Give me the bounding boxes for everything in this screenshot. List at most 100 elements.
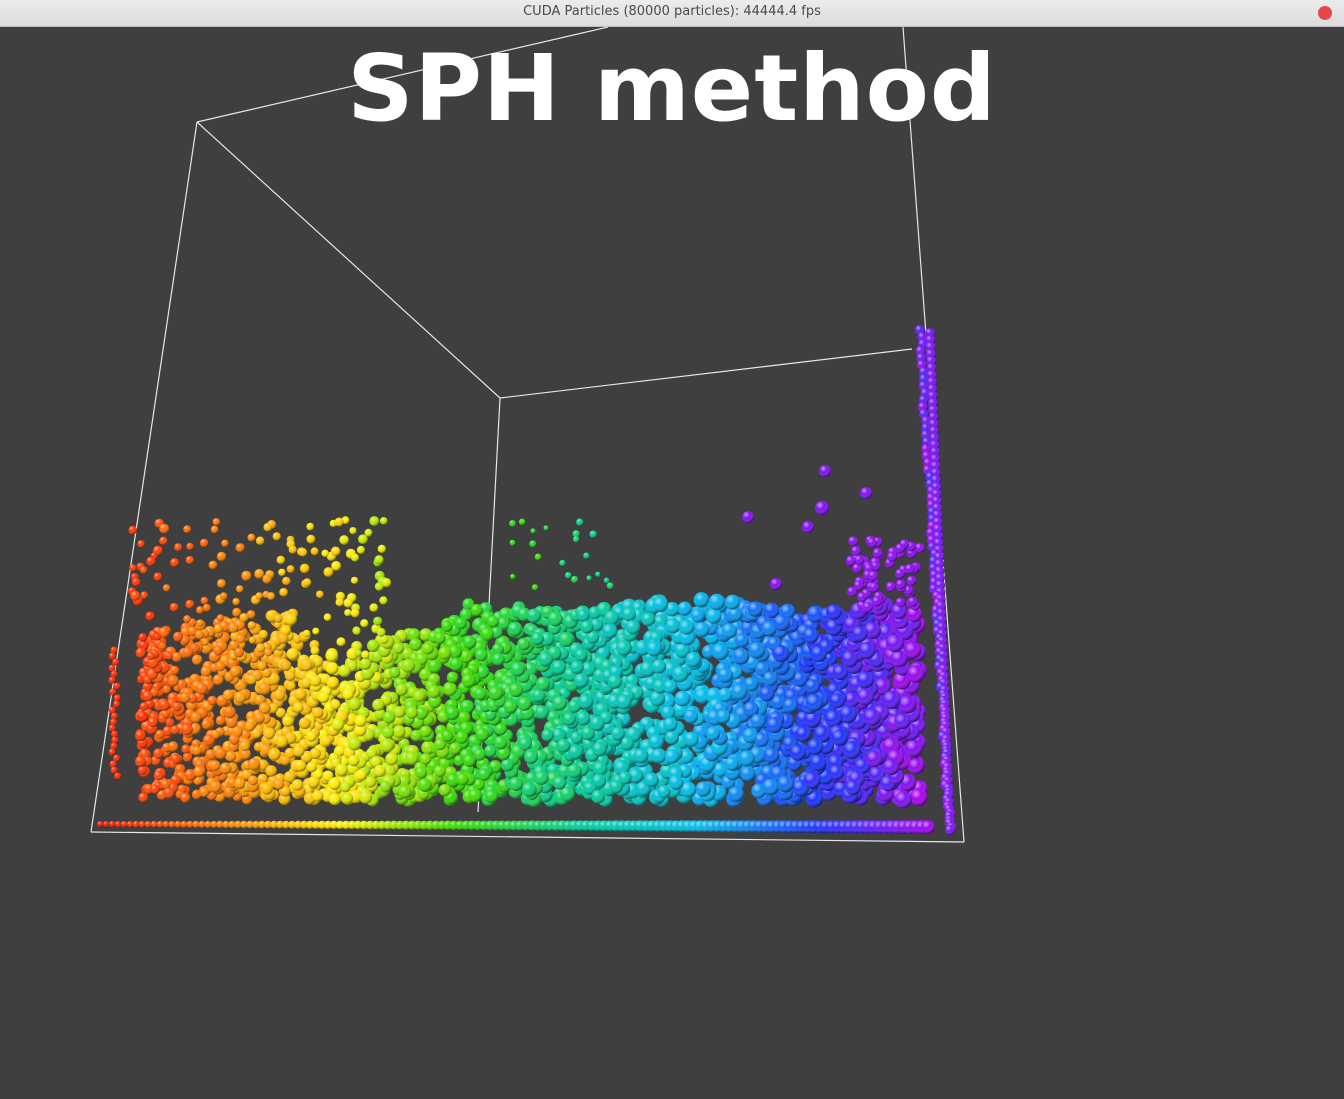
particle-shading bbox=[625, 619, 641, 635]
particle-shading bbox=[493, 736, 508, 750]
particle-shading bbox=[325, 661, 339, 675]
particle-shading bbox=[802, 627, 819, 644]
particle-shading bbox=[508, 776, 523, 792]
particle-shading bbox=[577, 609, 590, 622]
particle-shading bbox=[395, 683, 408, 696]
particle-shading bbox=[735, 633, 750, 648]
particle-shading bbox=[234, 777, 246, 790]
particle-shading bbox=[478, 768, 491, 781]
particle-shading bbox=[750, 713, 766, 729]
particle-shading bbox=[610, 726, 625, 741]
particle-shading bbox=[648, 734, 664, 750]
particle-shading bbox=[748, 641, 766, 659]
particle-shading bbox=[824, 709, 843, 728]
particle-shading bbox=[841, 650, 859, 668]
particle-shading bbox=[321, 736, 332, 747]
particle-shading bbox=[180, 792, 191, 803]
particle-shading bbox=[664, 730, 680, 745]
particle-shading bbox=[716, 709, 731, 724]
particle-shading bbox=[510, 661, 526, 677]
particle-shading bbox=[234, 691, 247, 704]
particle-shading bbox=[832, 664, 849, 681]
particle-shading bbox=[468, 788, 482, 803]
particle-shading bbox=[651, 659, 667, 674]
particle-shading bbox=[488, 686, 504, 701]
particle-shading bbox=[747, 601, 763, 617]
particle-shading bbox=[711, 643, 729, 661]
title-bar[interactable]: CUDA Particles (80000 particles): 44444.… bbox=[0, 0, 1344, 27]
particle-shading bbox=[212, 674, 224, 686]
particle-shading bbox=[209, 780, 222, 793]
particle-shading bbox=[665, 618, 681, 634]
particle-shading bbox=[551, 660, 567, 675]
particle-shading bbox=[258, 682, 271, 695]
particle-shading bbox=[293, 702, 304, 713]
particle-shading bbox=[574, 648, 588, 662]
particle-shading bbox=[433, 765, 446, 778]
particle-shading bbox=[201, 719, 212, 730]
particle-shading bbox=[484, 789, 499, 803]
particle-shading bbox=[223, 706, 236, 719]
particle-shading bbox=[508, 682, 524, 698]
particle-shading bbox=[193, 766, 205, 778]
particle-shading bbox=[573, 673, 589, 688]
particle-shading bbox=[181, 744, 191, 754]
particle-shading bbox=[535, 705, 549, 720]
particle-shading bbox=[795, 726, 812, 743]
close-icon[interactable] bbox=[1318, 6, 1332, 20]
particle-shading bbox=[309, 747, 321, 760]
particle-shading bbox=[500, 758, 515, 772]
particle-shading bbox=[195, 682, 208, 695]
particle-shading bbox=[292, 745, 305, 757]
particle-shading bbox=[338, 664, 351, 678]
particle-shading bbox=[298, 717, 311, 730]
particle-shading bbox=[228, 734, 240, 745]
particle-shading bbox=[782, 698, 798, 713]
particle-shading bbox=[284, 670, 296, 682]
particle-shading bbox=[494, 723, 507, 736]
particle-shading bbox=[335, 763, 348, 777]
particle-shading bbox=[652, 596, 669, 612]
particle-shading bbox=[641, 612, 656, 627]
particle-shading bbox=[708, 593, 725, 611]
particle-shading bbox=[153, 748, 164, 759]
particle-shading bbox=[601, 623, 618, 639]
particle-shading bbox=[438, 646, 452, 660]
particle-shading bbox=[616, 640, 632, 656]
particle-shading bbox=[727, 786, 744, 803]
box-edge bbox=[90, 831, 965, 843]
particle-shading bbox=[413, 690, 426, 702]
box-edge bbox=[196, 121, 501, 399]
particle-shading bbox=[427, 685, 441, 699]
particle-shading bbox=[309, 675, 322, 687]
particle-shading bbox=[705, 608, 722, 624]
box-edge bbox=[196, 27, 609, 123]
particle-shading bbox=[359, 790, 373, 804]
particle-shading bbox=[244, 721, 255, 732]
particle-shading bbox=[717, 687, 733, 703]
particle-shading bbox=[215, 715, 226, 726]
particle-shading bbox=[207, 695, 217, 706]
particle-shading bbox=[347, 754, 360, 767]
particle-scene[interactable] bbox=[0, 27, 1344, 1099]
particle-shading bbox=[518, 737, 532, 751]
particle-shading bbox=[192, 745, 202, 756]
particle-shading bbox=[170, 665, 180, 676]
particle-shading bbox=[828, 764, 845, 781]
particle-shading bbox=[419, 753, 432, 765]
particle-shading bbox=[153, 770, 164, 781]
window-title: CUDA Particles (80000 particles): 44444.… bbox=[523, 4, 821, 19]
particle-shading bbox=[851, 626, 868, 642]
render-viewport[interactable]: SPH method bbox=[0, 27, 1344, 1099]
particle-shading bbox=[731, 683, 748, 700]
particle-shading bbox=[171, 754, 181, 764]
particle-shading bbox=[382, 726, 394, 739]
particle-shading bbox=[229, 666, 241, 678]
particle-shading bbox=[199, 787, 210, 797]
particle-shading bbox=[517, 637, 531, 651]
particle-shading bbox=[257, 661, 267, 671]
box-edge bbox=[499, 348, 913, 399]
particle-shading bbox=[898, 695, 917, 714]
particle-shading bbox=[226, 716, 238, 729]
particle-shading bbox=[766, 717, 783, 734]
